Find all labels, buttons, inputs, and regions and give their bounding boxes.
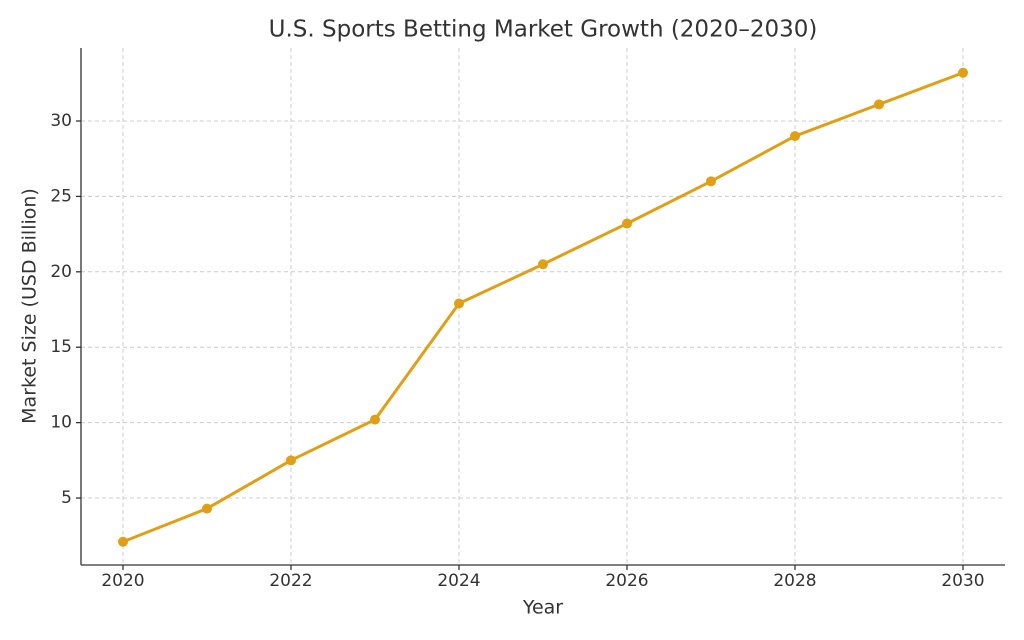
- x-tick-label: 2028: [773, 571, 816, 591]
- x-tick-label: 2022: [269, 571, 312, 591]
- y-tick-label: 10: [50, 413, 72, 433]
- x-tick-label: 2020: [101, 571, 144, 591]
- x-axis-label: Year: [522, 597, 563, 619]
- x-tick-label: 2026: [605, 571, 648, 591]
- y-axis-label: Market Size (USD Billion): [19, 188, 41, 424]
- data-point: [790, 131, 800, 142]
- chart-title: U.S. Sports Betting Market Growth (2020–…: [269, 17, 818, 43]
- x-tick-label: 2030: [941, 571, 984, 591]
- y-tick-label: 5: [61, 488, 72, 508]
- data-point: [202, 503, 212, 514]
- data-point: [118, 536, 128, 547]
- series-line: [122, 71, 964, 544]
- data-point: [370, 414, 380, 425]
- y-tick-label: 25: [50, 186, 72, 206]
- data-point: [286, 455, 296, 466]
- y-tick-label: 30: [50, 111, 72, 131]
- x-tick-label: 2024: [437, 571, 480, 591]
- data-point: [706, 176, 716, 187]
- data-point: [874, 99, 884, 110]
- data-point: [538, 259, 548, 270]
- y-tick-label: 15: [50, 337, 72, 357]
- data-point: [622, 218, 632, 229]
- data-point: [454, 298, 464, 309]
- data-point: [958, 67, 968, 78]
- y-tick-label: 20: [50, 262, 72, 282]
